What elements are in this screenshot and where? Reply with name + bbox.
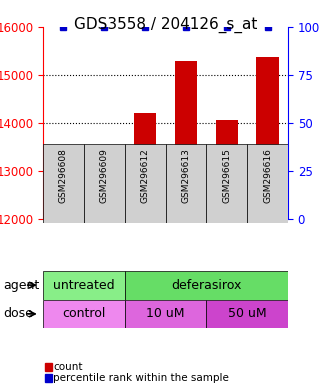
Text: 50 uM: 50 uM (228, 308, 266, 320)
Bar (256, 56, 279, 384)
FancyBboxPatch shape (206, 300, 288, 328)
FancyBboxPatch shape (166, 144, 206, 223)
FancyBboxPatch shape (125, 300, 206, 328)
Text: GSM296616: GSM296616 (263, 148, 272, 203)
Text: count: count (53, 361, 82, 372)
Bar (52, 198, 75, 384)
Text: deferasirox: deferasirox (171, 279, 242, 291)
Text: agent: agent (3, 279, 40, 291)
FancyBboxPatch shape (247, 144, 288, 223)
FancyBboxPatch shape (43, 271, 125, 300)
FancyBboxPatch shape (84, 144, 125, 223)
FancyBboxPatch shape (43, 144, 84, 223)
Text: untreated: untreated (53, 279, 115, 291)
Text: percentile rank within the sample: percentile rank within the sample (53, 373, 229, 383)
FancyBboxPatch shape (125, 271, 288, 300)
Text: GSM296615: GSM296615 (222, 148, 231, 203)
Text: control: control (62, 308, 106, 320)
Bar (134, 113, 156, 384)
FancyBboxPatch shape (43, 300, 125, 328)
Text: GSM296612: GSM296612 (141, 148, 150, 203)
Text: dose: dose (3, 308, 33, 320)
Text: GSM296613: GSM296613 (181, 148, 190, 203)
FancyBboxPatch shape (125, 144, 166, 223)
Text: GDS3558 / 204126_s_at: GDS3558 / 204126_s_at (74, 17, 257, 33)
Text: GSM296608: GSM296608 (59, 148, 68, 203)
Bar (175, 61, 197, 384)
Text: GSM296609: GSM296609 (100, 148, 109, 203)
Bar (215, 121, 238, 384)
FancyBboxPatch shape (206, 144, 247, 223)
Text: 10 uM: 10 uM (146, 308, 185, 320)
Bar (93, 206, 116, 384)
